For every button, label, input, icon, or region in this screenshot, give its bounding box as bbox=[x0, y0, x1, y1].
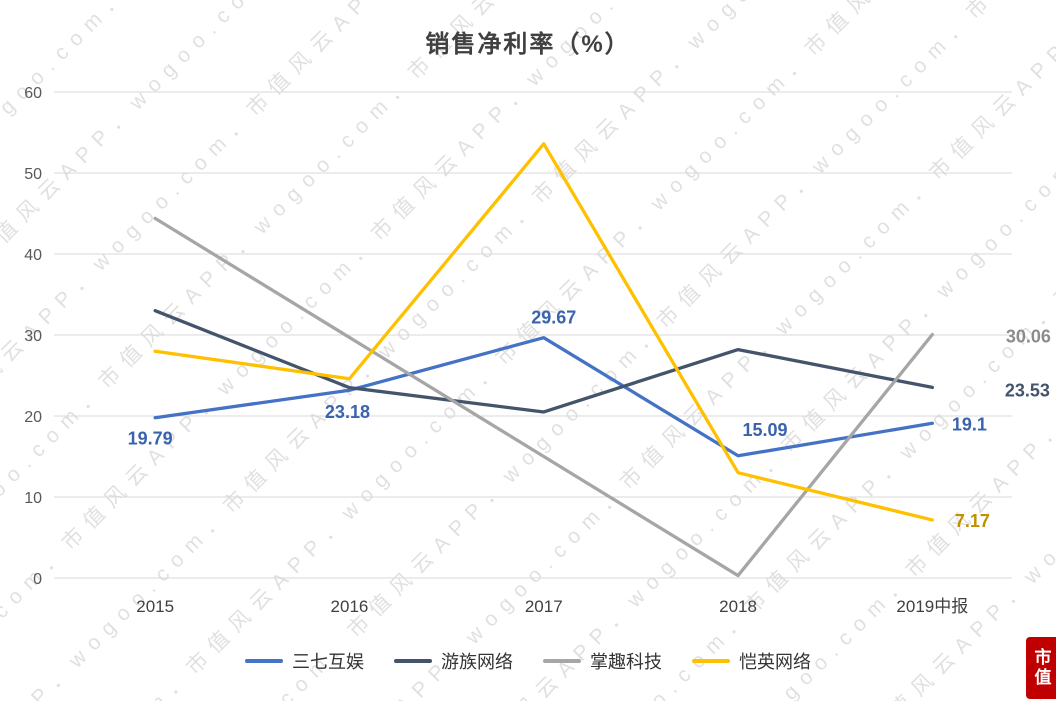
x-axis-tick-label: 2015 bbox=[136, 597, 174, 616]
series-line bbox=[153, 216, 934, 578]
chart-title: 销售净利率（%） bbox=[425, 31, 631, 58]
legend-item: 恺英网络 bbox=[692, 648, 811, 674]
legend-label: 恺英网络 bbox=[739, 652, 811, 672]
y-axis-tick-label: 30 bbox=[24, 328, 42, 345]
data-label: 30.06 bbox=[1006, 327, 1051, 347]
series-line bbox=[153, 309, 934, 414]
legend-item: 掌趣科技 bbox=[543, 648, 662, 674]
data-label: 19.79 bbox=[128, 429, 173, 449]
legend-label: 游族网络 bbox=[441, 652, 513, 672]
x-axis-tick-label: 2017 bbox=[525, 597, 563, 616]
series-line bbox=[153, 336, 934, 458]
x-axis-tick-label: 2016 bbox=[331, 597, 369, 616]
y-axis-tick-label: 10 bbox=[24, 490, 42, 507]
data-label: 7.17 bbox=[955, 511, 990, 531]
data-label: 15.09 bbox=[743, 420, 788, 440]
legend-line-swatch-icon bbox=[394, 659, 432, 663]
y-axis-tick-label: 50 bbox=[24, 166, 42, 183]
legend-line-swatch-icon bbox=[543, 659, 581, 663]
data-label: 23.53 bbox=[1005, 380, 1050, 400]
legend-line-swatch-icon bbox=[692, 659, 730, 663]
x-axis-tick-label: 2019中报 bbox=[896, 597, 968, 616]
legend-item: 游族网络 bbox=[394, 648, 513, 674]
chart-legend: 三七互娱 游族网络 掌趣科技 恺英网络 bbox=[0, 648, 1056, 674]
data-label: 23.18 bbox=[325, 402, 370, 422]
y-axis-tick-label: 40 bbox=[24, 247, 42, 264]
legend-label: 三七互娱 bbox=[292, 652, 364, 672]
data-label: 29.67 bbox=[531, 308, 576, 328]
brand-logo: 市值 bbox=[1026, 637, 1056, 699]
y-axis-tick-label: 0 bbox=[33, 571, 42, 588]
y-axis-tick-label: 20 bbox=[24, 409, 42, 426]
x-axis-tick-label: 2018 bbox=[719, 597, 757, 616]
data-label: 19.1 bbox=[952, 414, 987, 434]
legend-line-swatch-icon bbox=[245, 659, 283, 663]
legend-item: 三七互娱 bbox=[245, 648, 364, 674]
series-line bbox=[153, 142, 934, 522]
y-axis-tick-label: 60 bbox=[24, 85, 42, 102]
legend-label: 掌趣科技 bbox=[590, 652, 662, 672]
